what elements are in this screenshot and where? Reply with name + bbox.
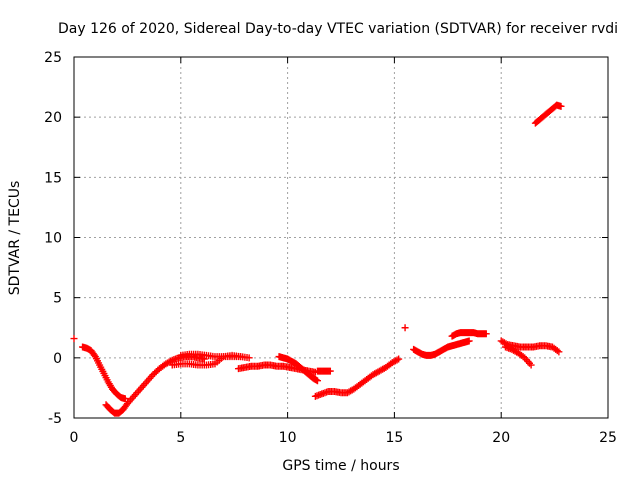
x-tick-labels: 0 5 10 15 20 25 <box>70 430 617 446</box>
series-seg-e <box>177 350 245 361</box>
series-seg-k <box>410 337 473 359</box>
data-point-fill <box>385 361 393 369</box>
data-point-fill <box>464 337 472 345</box>
x-tick-label: 15 <box>385 430 403 446</box>
data-point-fill <box>243 354 251 362</box>
data-point-fill <box>234 353 242 361</box>
data-point-fill <box>209 360 217 368</box>
x-tick-label: 5 <box>176 430 185 446</box>
series-seg-n <box>501 343 535 369</box>
data-point-fill <box>90 351 98 359</box>
series-seg-o <box>531 101 565 127</box>
series-seg-j <box>401 324 409 332</box>
y-tick-label: 5 <box>53 291 62 307</box>
data-point-fill <box>120 394 128 402</box>
x-tick-label: 0 <box>70 430 79 446</box>
y-tick-label: 20 <box>44 110 62 126</box>
series-seg-h <box>314 367 334 375</box>
x-axis-label: GPS time / hours <box>282 458 399 474</box>
series-seg-m <box>497 337 563 356</box>
chart-title: Day 126 of 2020, Sidereal Day-to-day VTE… <box>58 21 618 37</box>
data-point-fill <box>316 391 324 399</box>
data-point-fill <box>128 394 136 402</box>
data-point-fill <box>347 387 355 395</box>
data-point-fill <box>511 347 519 355</box>
data-point-fill <box>312 376 320 384</box>
data-point-fill <box>117 407 125 415</box>
y-tick-label: 10 <box>44 231 62 247</box>
x-tick-label: 20 <box>492 430 510 446</box>
data-point-fill <box>325 367 333 375</box>
y-tick-label: -5 <box>48 411 62 427</box>
data-point-fill <box>173 354 181 362</box>
series-seg-g <box>275 353 322 385</box>
data-point-fill <box>556 102 564 110</box>
series-seg-c <box>102 353 208 417</box>
data-point-fill <box>310 368 318 376</box>
data-point-fill <box>111 388 119 396</box>
data-point-fill <box>104 403 112 411</box>
series-seg-l <box>448 329 490 340</box>
data-point-fill <box>393 356 401 364</box>
data-point-fill <box>359 378 367 386</box>
data-point-fill <box>379 365 387 373</box>
data-point-fill <box>391 357 399 365</box>
data-point <box>70 335 78 343</box>
data-point-fill <box>99 367 107 375</box>
data-point-fill <box>353 383 361 391</box>
grid-lines <box>74 57 608 418</box>
axis-ticks <box>73 56 609 419</box>
data-point-fill <box>551 103 559 111</box>
data-point-fill <box>135 387 143 395</box>
data-point <box>401 324 409 332</box>
data-point-fill <box>517 351 525 359</box>
data-point-fill <box>506 345 514 353</box>
y-tick-label: 0 <box>53 351 62 367</box>
y-tick-labels: -5 0 5 10 15 20 25 <box>44 50 62 427</box>
series-seg-i <box>311 355 403 400</box>
data-point-fill <box>141 380 149 388</box>
data-point-fill <box>152 368 160 376</box>
y-tick-label: 25 <box>44 50 62 66</box>
data-point-fill <box>103 376 111 384</box>
series-seg-f <box>234 361 319 376</box>
data-point-fill <box>500 339 508 347</box>
series-seg-b <box>79 343 129 403</box>
data-point-fill <box>481 330 489 338</box>
data-points <box>70 101 565 417</box>
series-seg-a <box>70 335 78 343</box>
data-point-fill <box>121 403 129 411</box>
y-tick-label: 15 <box>44 170 62 186</box>
x-tick-label: 25 <box>599 430 617 446</box>
data-point-fill <box>372 369 380 377</box>
data-point-fill <box>342 389 350 397</box>
data-point-fill <box>526 359 534 367</box>
data-point-fill <box>547 343 555 351</box>
data-point-fill <box>366 373 374 381</box>
data-point-fill <box>552 345 560 353</box>
data-point-fill <box>159 362 167 370</box>
data-point-fill <box>95 359 103 367</box>
data-point-fill <box>167 357 175 365</box>
data-point-fill <box>147 372 155 380</box>
y-axis-label: SDTVAR / TECUs <box>7 181 23 296</box>
x-tick-label: 10 <box>279 430 297 446</box>
data-point-fill <box>553 347 561 355</box>
data-point-fill <box>89 350 97 358</box>
